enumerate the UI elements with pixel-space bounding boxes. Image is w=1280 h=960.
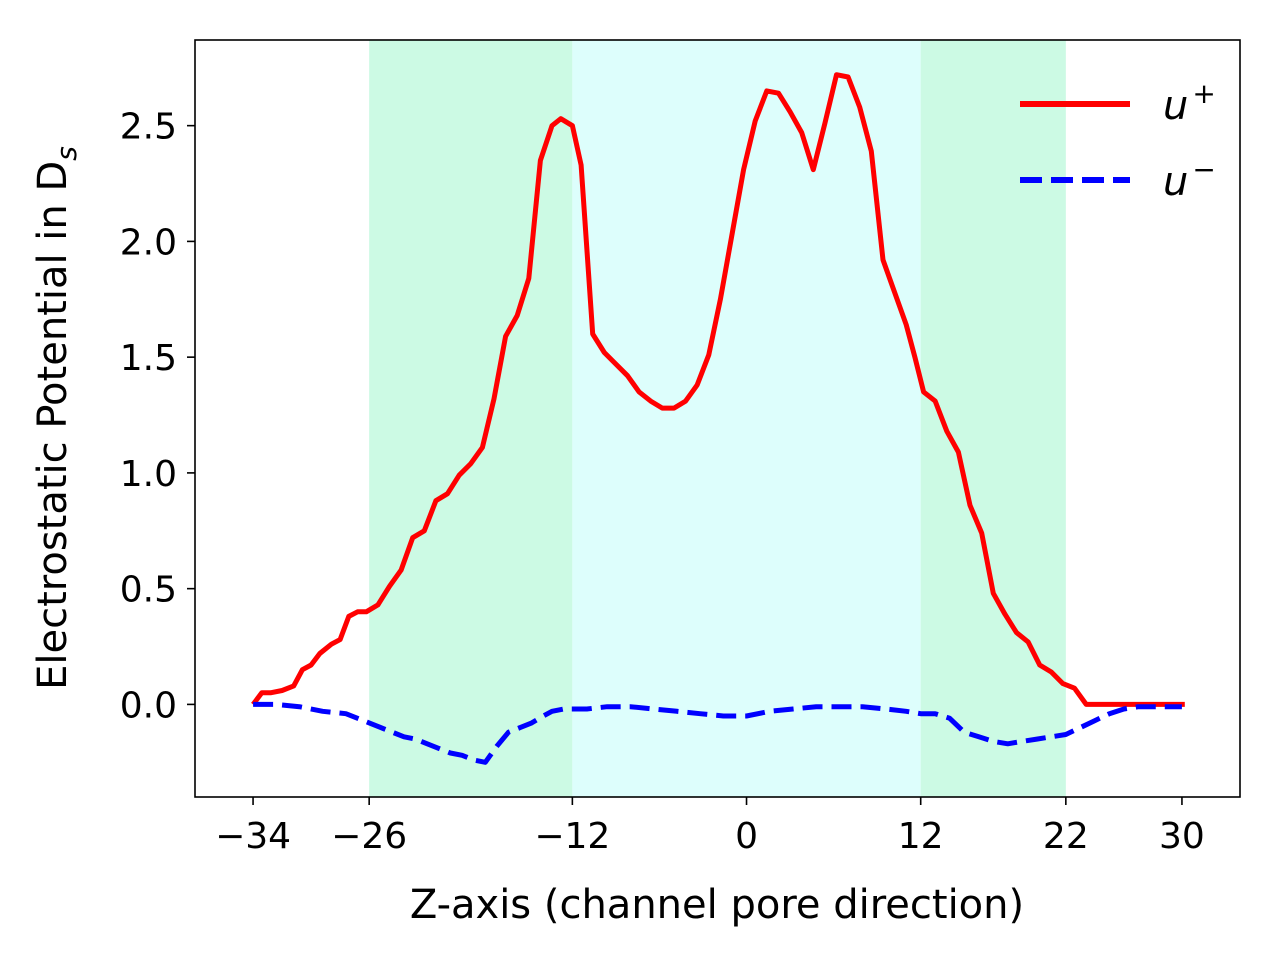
legend-label-u-plus-sup: +: [1192, 77, 1215, 110]
y-tick-label: 0.0: [120, 685, 177, 726]
series-line-u-minus: [253, 701, 1182, 765]
y-tick-label: 0.5: [120, 570, 177, 611]
legend-label-u-minus-name: u: [1163, 159, 1188, 205]
x-tick-label: 30: [1159, 816, 1205, 857]
x-tick-label: 22: [1043, 816, 1089, 857]
legend-label-u-minus-sup: −: [1192, 153, 1215, 186]
y-axis-label-subscript: s: [50, 146, 83, 161]
x-tick-label: −12: [534, 816, 610, 857]
shaded-regions: [369, 40, 1066, 797]
y-tick-label: 1.5: [120, 338, 177, 379]
shaded-region-2: [920, 40, 1066, 797]
plot-frame: [194, 39, 1241, 798]
x-tick-label: 12: [898, 816, 944, 857]
legend-label-u-plus-name: u: [1163, 83, 1188, 129]
y-axis-label-main: Electrostatic Potential in D: [30, 161, 76, 690]
x-tick-label: −34: [215, 816, 291, 857]
y-axis: 0.0 0.5 1.0 1.5 2.0 2.5: [120, 107, 195, 726]
y-tick-label: 2.0: [120, 222, 177, 263]
x-axis: −34 −26 −12 0 12 22 30: [215, 797, 1205, 857]
y-tick-label: 1.0: [120, 454, 177, 495]
legend-label-u-minus: u −: [1163, 153, 1216, 205]
x-axis-label: Z-axis (channel pore direction): [410, 882, 1024, 928]
legend: u + u −: [1020, 77, 1216, 205]
x-tick-label: 0: [735, 816, 758, 857]
y-axis-label: Electrostatic Potential in Ds: [30, 146, 83, 690]
legend-label-u-plus: u +: [1163, 77, 1216, 129]
y-tick-label: 2.5: [120, 107, 177, 148]
x-tick-label: −26: [331, 816, 407, 857]
series-lines: [251, 72, 1185, 765]
series-line-u-plus: [251, 72, 1185, 707]
